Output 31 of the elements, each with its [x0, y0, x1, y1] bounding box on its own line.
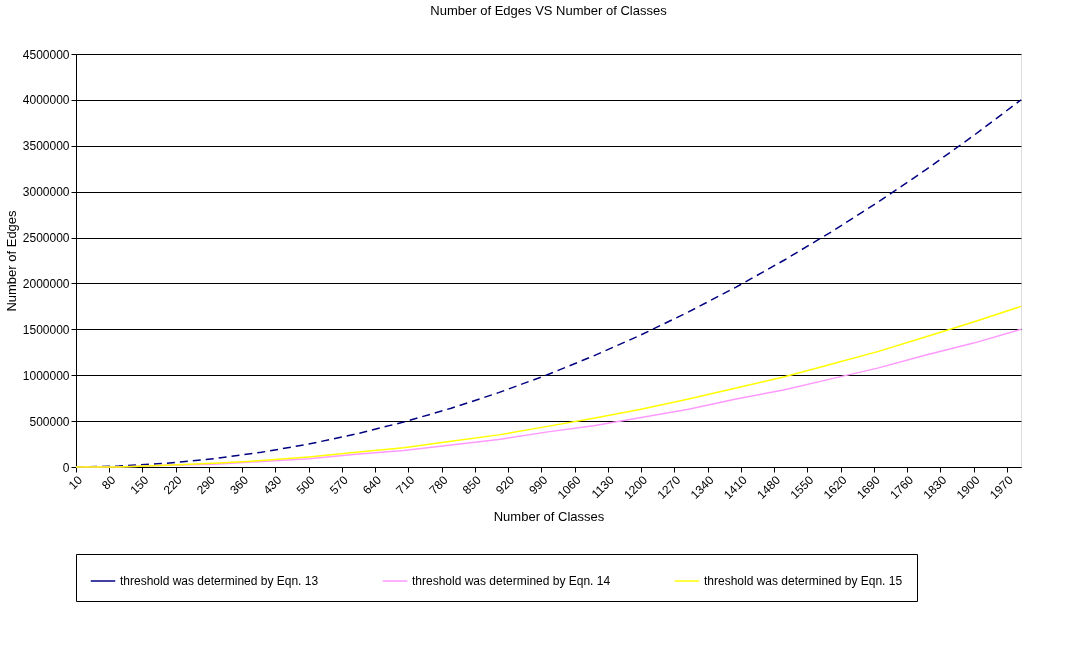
- legend-label: threshold was determined by Eqn. 13: [120, 574, 319, 588]
- x-tick-label: 500: [293, 472, 318, 498]
- x-tick-label: 430: [260, 472, 285, 498]
- legend-label: threshold was determined by Eqn. 14: [412, 574, 611, 588]
- legend-label: threshold was determined by Eqn. 15: [704, 574, 903, 588]
- x-tick-label: 290: [193, 472, 219, 498]
- x-tick-label: 150: [127, 472, 152, 498]
- x-tick-label: 220: [160, 472, 185, 498]
- y-tick-label: 2500000: [22, 231, 70, 246]
- x-tick-label: 360: [227, 472, 252, 498]
- x-tick-label: 570: [326, 472, 352, 498]
- x-tick-label: 710: [393, 472, 418, 498]
- x-tick-label: 10: [65, 472, 86, 493]
- x-tick-label: 850: [459, 472, 485, 498]
- x-tick-label: 80: [98, 472, 119, 493]
- y-tick-label: 4500000: [22, 47, 70, 62]
- chart-title: Number of Edges VS Number of Classes: [430, 3, 668, 18]
- y-tick-label: 4000000: [22, 93, 70, 108]
- x-tick-label: 990: [526, 472, 551, 498]
- x-tick-label: 640: [360, 472, 385, 498]
- y-tick-label: 2000000: [22, 276, 70, 291]
- x-axis-title: Number of Classes: [493, 509, 605, 525]
- y-tick-label: 1500000: [22, 322, 70, 337]
- y-axis-title: Number of Edges: [3, 209, 19, 312]
- x-tick-label: 780: [426, 472, 451, 498]
- y-tick-label: 500000: [29, 414, 70, 429]
- y-tick-label: 0: [62, 460, 70, 475]
- y-tick-label: 3500000: [22, 139, 70, 154]
- y-tick-label: 1000000: [22, 368, 70, 383]
- x-tick-label: 920: [493, 472, 518, 498]
- y-tick-label: 3000000: [22, 185, 70, 200]
